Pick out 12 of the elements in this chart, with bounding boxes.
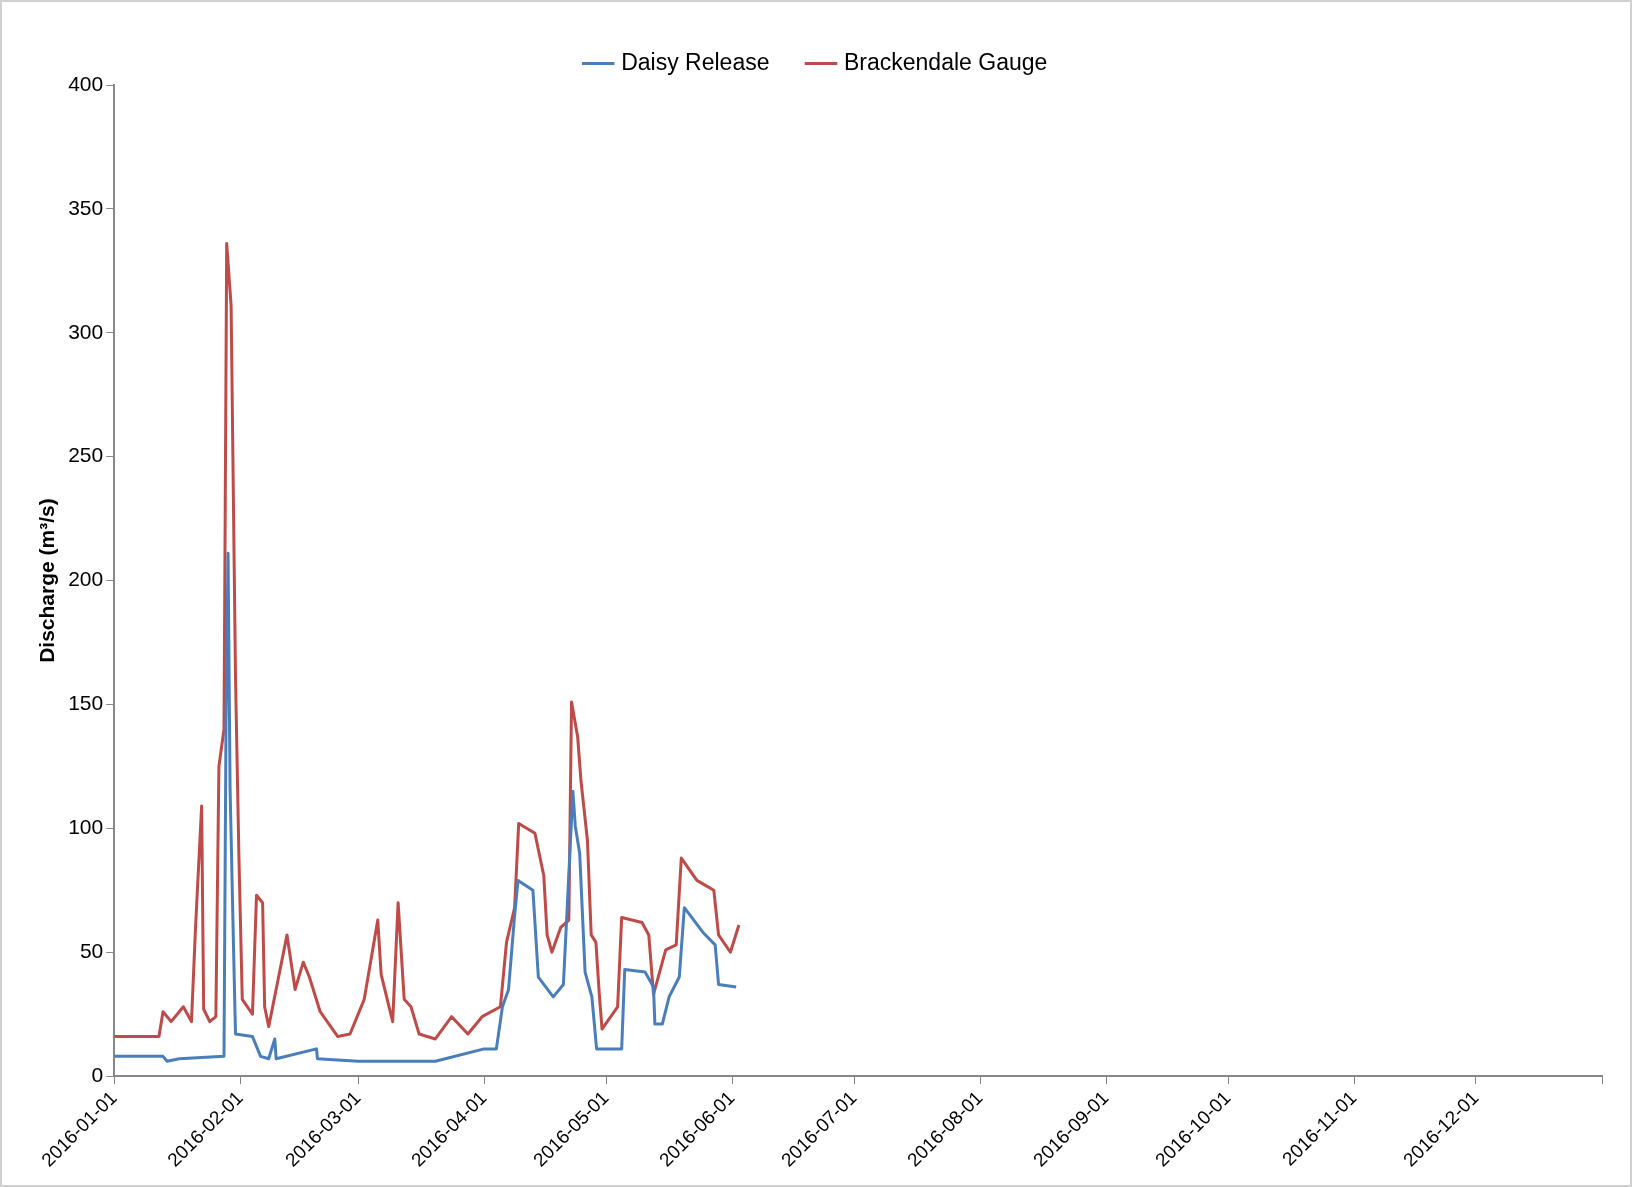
y-tick-label: 300 xyxy=(68,319,104,343)
y-tick-label: 200 xyxy=(68,567,104,591)
y-tick-label: 50 xyxy=(79,939,104,963)
y-tick-label: 150 xyxy=(68,691,104,715)
y-tick-label: 100 xyxy=(68,815,104,839)
y-tick-label: 350 xyxy=(68,195,104,219)
y-tick-label: 0 xyxy=(91,1062,104,1086)
y-tick-label: 250 xyxy=(68,443,104,467)
legend-label: Brackendale Gauge xyxy=(843,48,1048,75)
y-axis-title: Discharge (m³/s) xyxy=(35,498,59,663)
legend-label: Daisy Release xyxy=(621,48,770,75)
y-tick-label: 400 xyxy=(68,71,104,95)
